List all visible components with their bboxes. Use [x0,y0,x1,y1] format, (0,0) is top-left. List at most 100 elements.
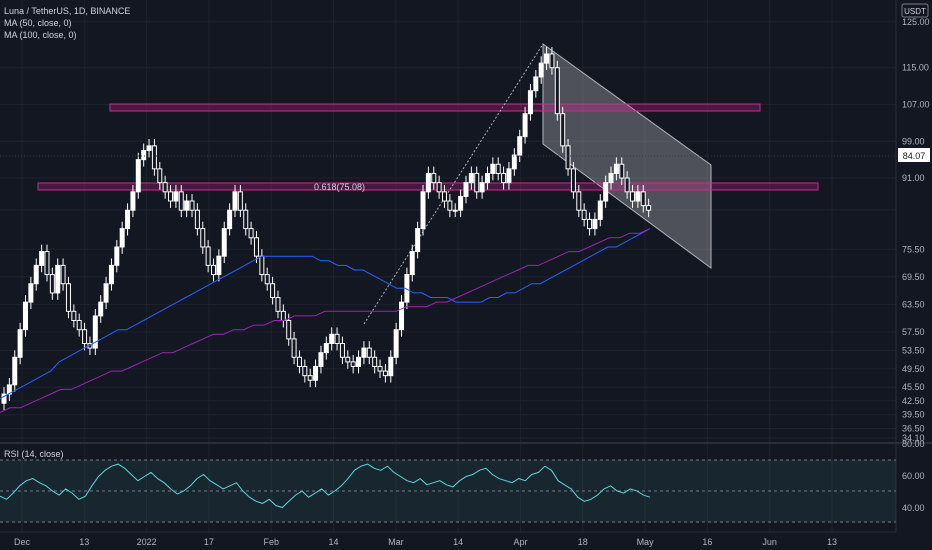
candle-body [538,62,544,78]
candle-body [178,191,184,211]
time-axis-tick: 17 [204,537,214,547]
candle-body [377,365,383,372]
candle-body [425,172,431,193]
candle-body [302,365,308,377]
candle-body [114,246,120,266]
candle-body [6,384,12,395]
price-axis-tick: 53.50 [902,345,925,355]
time-axis-tick: 14 [453,537,463,547]
ma100-legend: MA (100, close, 0) [4,30,77,40]
candle-body [65,283,71,312]
candle-body [474,172,480,193]
current-price-tag [898,148,930,162]
resistance-zone[interactable] [109,103,761,112]
candle-body [339,342,345,358]
candle-body [200,228,206,248]
candle-body [1,393,7,404]
candle-body [356,356,362,367]
candle-body [393,329,399,358]
candle-body [527,90,533,115]
price-axis-tick: 57.50 [902,327,925,337]
candle-body [345,356,351,363]
current-price-value: 84.07 [903,151,926,161]
candle-body [436,182,442,193]
price-axis-tick: 69.50 [902,272,925,282]
candle-body [49,274,55,294]
candle-body [495,163,501,174]
candle-body [635,191,641,202]
price-axis-tick: 34.10 [902,433,925,443]
candle-body [221,228,227,257]
candle-body [157,168,163,184]
horizontal-gridlines [0,21,896,439]
candle-body [82,329,88,344]
candle-body [103,283,109,303]
candle-body [420,191,426,230]
candle-body [554,67,560,115]
candle-body [501,172,507,184]
candle-body [511,154,517,170]
price-axis-tick: 115.00 [902,63,929,73]
ma50-legend: MA (50, close, 0) [4,18,72,28]
candle-body [441,191,447,202]
candle-body [549,53,555,69]
candle-body [264,274,270,285]
price-axis-tick: 99.00 [902,136,925,146]
candle-body [28,283,34,303]
candle-body [318,352,324,367]
ma100-line [0,228,651,413]
candle-body [296,356,302,367]
rsi-line [0,463,651,509]
candle-body [125,209,131,230]
candle-body [98,301,104,317]
rsi-axis-60: 60.00 [902,471,925,481]
candle-body [388,356,394,377]
candle-body [135,159,141,193]
candle-body [307,375,313,381]
price-axis-tick: 49.50 [902,364,925,374]
candle-body [270,283,276,299]
currency-badge[interactable] [901,3,929,18]
candle-body [39,251,45,266]
candle-body [76,320,82,331]
candle-body [431,172,437,184]
time-axis-tick: 13 [827,537,837,547]
candle-body [619,163,625,179]
candle-body [587,218,593,230]
price-axis[interactable]: 125.00 115.00 107.00 99.00 91.00 75.50 69.50 63… [902,17,930,443]
candle-body [458,195,464,211]
candle-body [146,145,152,151]
candle-body [382,370,388,377]
time-axis-tick: Jun [762,537,777,547]
time-axis-tick: Dec [14,537,31,547]
price-axis-tick: 107.00 [902,100,930,110]
rsi-label: RSI (14, close) [4,449,64,459]
candle-body [608,172,614,184]
candle-body [291,338,297,358]
price-axis-tick: 39.50 [902,410,925,420]
time-axis-tick: Apr [513,537,527,547]
candle-body [592,218,598,230]
candle-body [517,136,523,156]
candle-body [415,228,421,253]
candle-body [544,53,550,64]
candle-body [603,182,609,202]
time-axis[interactable]: Dec 13 2022 17 Feb 14 Mar 14 Apr 18 May 16 Jun 13 [14,537,837,547]
candle-body [141,149,147,161]
candle-body [173,191,179,202]
candle-body [286,320,292,340]
candle-body [259,255,265,276]
candle-body [22,301,28,331]
candle-body [361,347,367,358]
candle-body [33,264,39,285]
candle-body [17,329,23,358]
candle-body [189,200,195,211]
candle-body [275,297,281,312]
trend-line[interactable] [363,43,544,325]
candlestick-series [1,47,652,411]
time-axis-tick: 18 [578,537,588,547]
candle-body [119,228,125,248]
time-axis-tick: 13 [79,537,89,547]
candle-body [447,200,453,211]
candle-body [372,356,378,367]
